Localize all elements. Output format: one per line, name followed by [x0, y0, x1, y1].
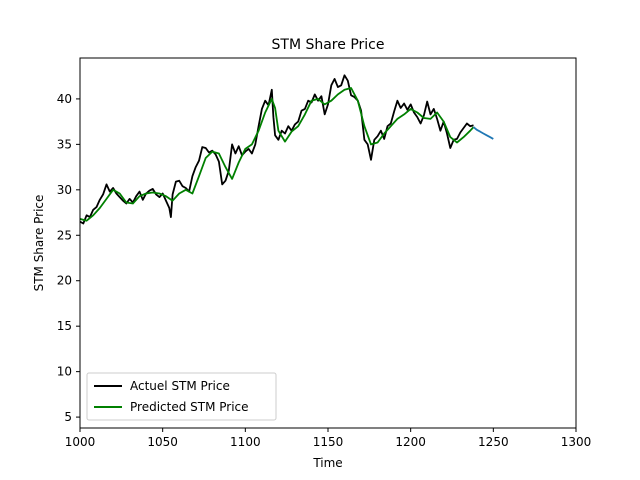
- x-tick-label: 1150: [313, 435, 344, 449]
- y-tick-label: 10: [57, 365, 72, 379]
- y-tick-label: 15: [57, 319, 72, 333]
- x-tick-label: 1200: [395, 435, 426, 449]
- y-tick-label: 20: [57, 274, 72, 288]
- legend-box: [86, 372, 277, 421]
- y-axis-label: STM Share Price: [32, 195, 46, 292]
- y-tick-label: 5: [64, 410, 72, 424]
- x-tick-label: 1250: [478, 435, 509, 449]
- legend-label-actual: Actuel STM Price: [130, 379, 230, 393]
- x-tick-label: 1300: [561, 435, 592, 449]
- series-layer: [79, 74, 494, 225]
- y-tick-label: 30: [57, 183, 72, 197]
- y-tick-label: 40: [57, 92, 72, 106]
- x-tick-label: 1050: [147, 435, 178, 449]
- chart-title: STM Share Price: [272, 37, 385, 53]
- legend-label-predicted: Predicted STM Price: [130, 400, 249, 414]
- y-tick-label: 25: [57, 228, 72, 242]
- y-tick-label: 35: [57, 137, 72, 151]
- x-axis: 1000 1050 1100 1150 1200 1250 1300: [65, 428, 592, 449]
- series-line-forecast: [472, 126, 494, 140]
- legend: Actuel STM Price Predicted STM Price: [86, 372, 277, 421]
- series-line-predicted: [79, 87, 475, 222]
- x-axis-label: Time: [312, 456, 342, 470]
- plot-area: [80, 58, 576, 428]
- x-tick-label: 1100: [230, 435, 261, 449]
- x-tick-label: 1000: [65, 435, 96, 449]
- y-axis: 5 10 15 20 25 30 35 40: [57, 92, 80, 424]
